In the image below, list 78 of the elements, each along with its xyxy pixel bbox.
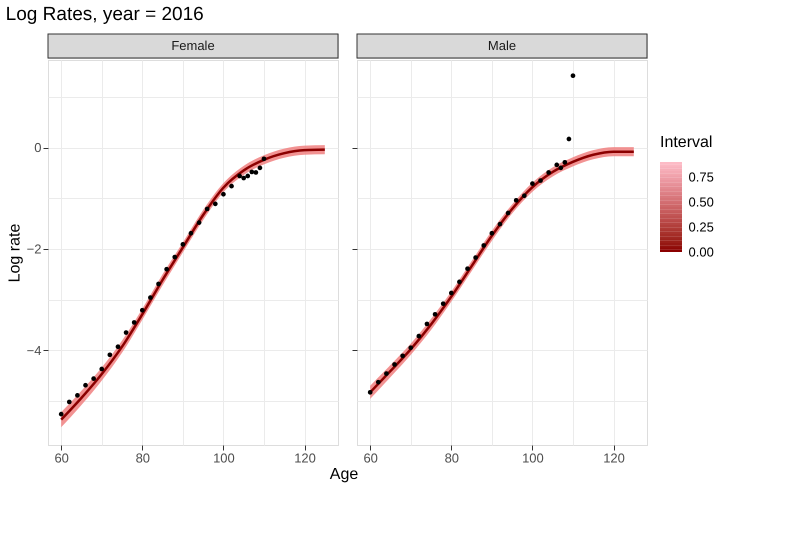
point <box>164 266 169 272</box>
point <box>554 162 560 168</box>
point <box>262 156 266 162</box>
point <box>376 380 381 385</box>
point <box>440 301 446 306</box>
x-tick-label: 80 <box>444 450 460 466</box>
point <box>506 210 510 216</box>
point <box>245 174 250 178</box>
point <box>384 371 389 376</box>
point <box>416 334 422 338</box>
x-tick-label: 100 <box>213 450 235 466</box>
point <box>258 166 262 170</box>
point <box>156 282 161 286</box>
chart-subtitle: Male <box>488 38 516 53</box>
point <box>408 345 414 350</box>
point <box>172 254 178 260</box>
point <box>58 412 64 416</box>
point <box>66 400 72 404</box>
point <box>538 178 543 183</box>
point <box>530 181 535 186</box>
point <box>132 320 137 325</box>
chart-subtitle: Female <box>171 38 215 53</box>
point <box>457 280 462 284</box>
point <box>465 266 470 272</box>
y-tick-label: −2 <box>26 241 42 256</box>
point <box>180 242 186 247</box>
point <box>99 366 104 372</box>
point <box>140 308 145 313</box>
point <box>424 322 430 326</box>
y-axis-title: Log rate <box>6 224 24 282</box>
point <box>188 230 194 236</box>
point <box>254 170 258 175</box>
point <box>241 176 246 180</box>
chart-title: Log Rates, year = 2016 <box>6 4 204 25</box>
x-tick-label: 100 <box>522 450 544 466</box>
point <box>562 160 568 165</box>
point <box>481 243 486 248</box>
point <box>237 174 242 178</box>
point <box>116 344 120 350</box>
point <box>558 166 564 170</box>
point <box>514 198 519 203</box>
point <box>522 193 527 198</box>
point <box>570 73 576 78</box>
point <box>212 202 218 206</box>
x-tick-label: 60 <box>54 450 69 466</box>
point <box>229 184 234 188</box>
x-axis-title: Age <box>330 466 358 483</box>
point <box>124 330 128 335</box>
point <box>148 295 153 300</box>
y-tick-label: 0 <box>34 140 42 156</box>
point <box>83 382 88 388</box>
x-tick-label: 80 <box>136 450 150 466</box>
color-bar-label: 0.00 <box>688 244 714 260</box>
color-bar-label: 0.75 <box>688 170 714 184</box>
point <box>448 290 454 296</box>
point <box>400 354 405 358</box>
point <box>75 393 80 398</box>
color-bar-title: Interval <box>660 134 712 151</box>
point <box>546 170 551 175</box>
point <box>566 136 572 142</box>
point <box>473 255 478 260</box>
point <box>368 390 373 395</box>
point <box>91 376 96 381</box>
point <box>498 222 502 226</box>
point <box>108 352 112 358</box>
point <box>221 192 226 197</box>
color-bar-label: 0.50 <box>688 194 714 210</box>
point <box>196 220 202 225</box>
x-tick-label: 120 <box>603 450 625 466</box>
color-bar-label: 0.25 <box>688 220 714 234</box>
point <box>204 206 210 212</box>
point <box>392 362 397 367</box>
point <box>249 170 254 174</box>
point <box>432 312 438 317</box>
point <box>490 230 494 236</box>
x-tick-label: 60 <box>363 450 378 466</box>
y-tick-label: −4 <box>26 342 42 358</box>
x-tick-label: 120 <box>294 450 316 466</box>
